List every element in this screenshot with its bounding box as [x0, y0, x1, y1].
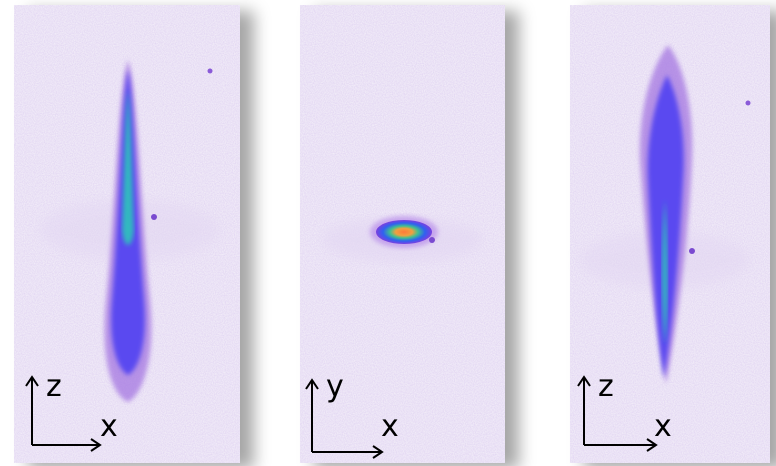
vertical-axis-label: z — [598, 369, 614, 404]
vertical-axis-label: y — [326, 369, 344, 404]
horizontal-axis-label: x — [381, 409, 399, 444]
vertical-axis-label: z — [46, 369, 62, 404]
page: z x y x z x (() => { const data = JSON.p… — [0, 0, 776, 466]
figure: z x y x z x — [0, 0, 776, 466]
horizontal-axis-label: x — [654, 409, 672, 444]
horizontal-axis-label: x — [100, 409, 118, 444]
